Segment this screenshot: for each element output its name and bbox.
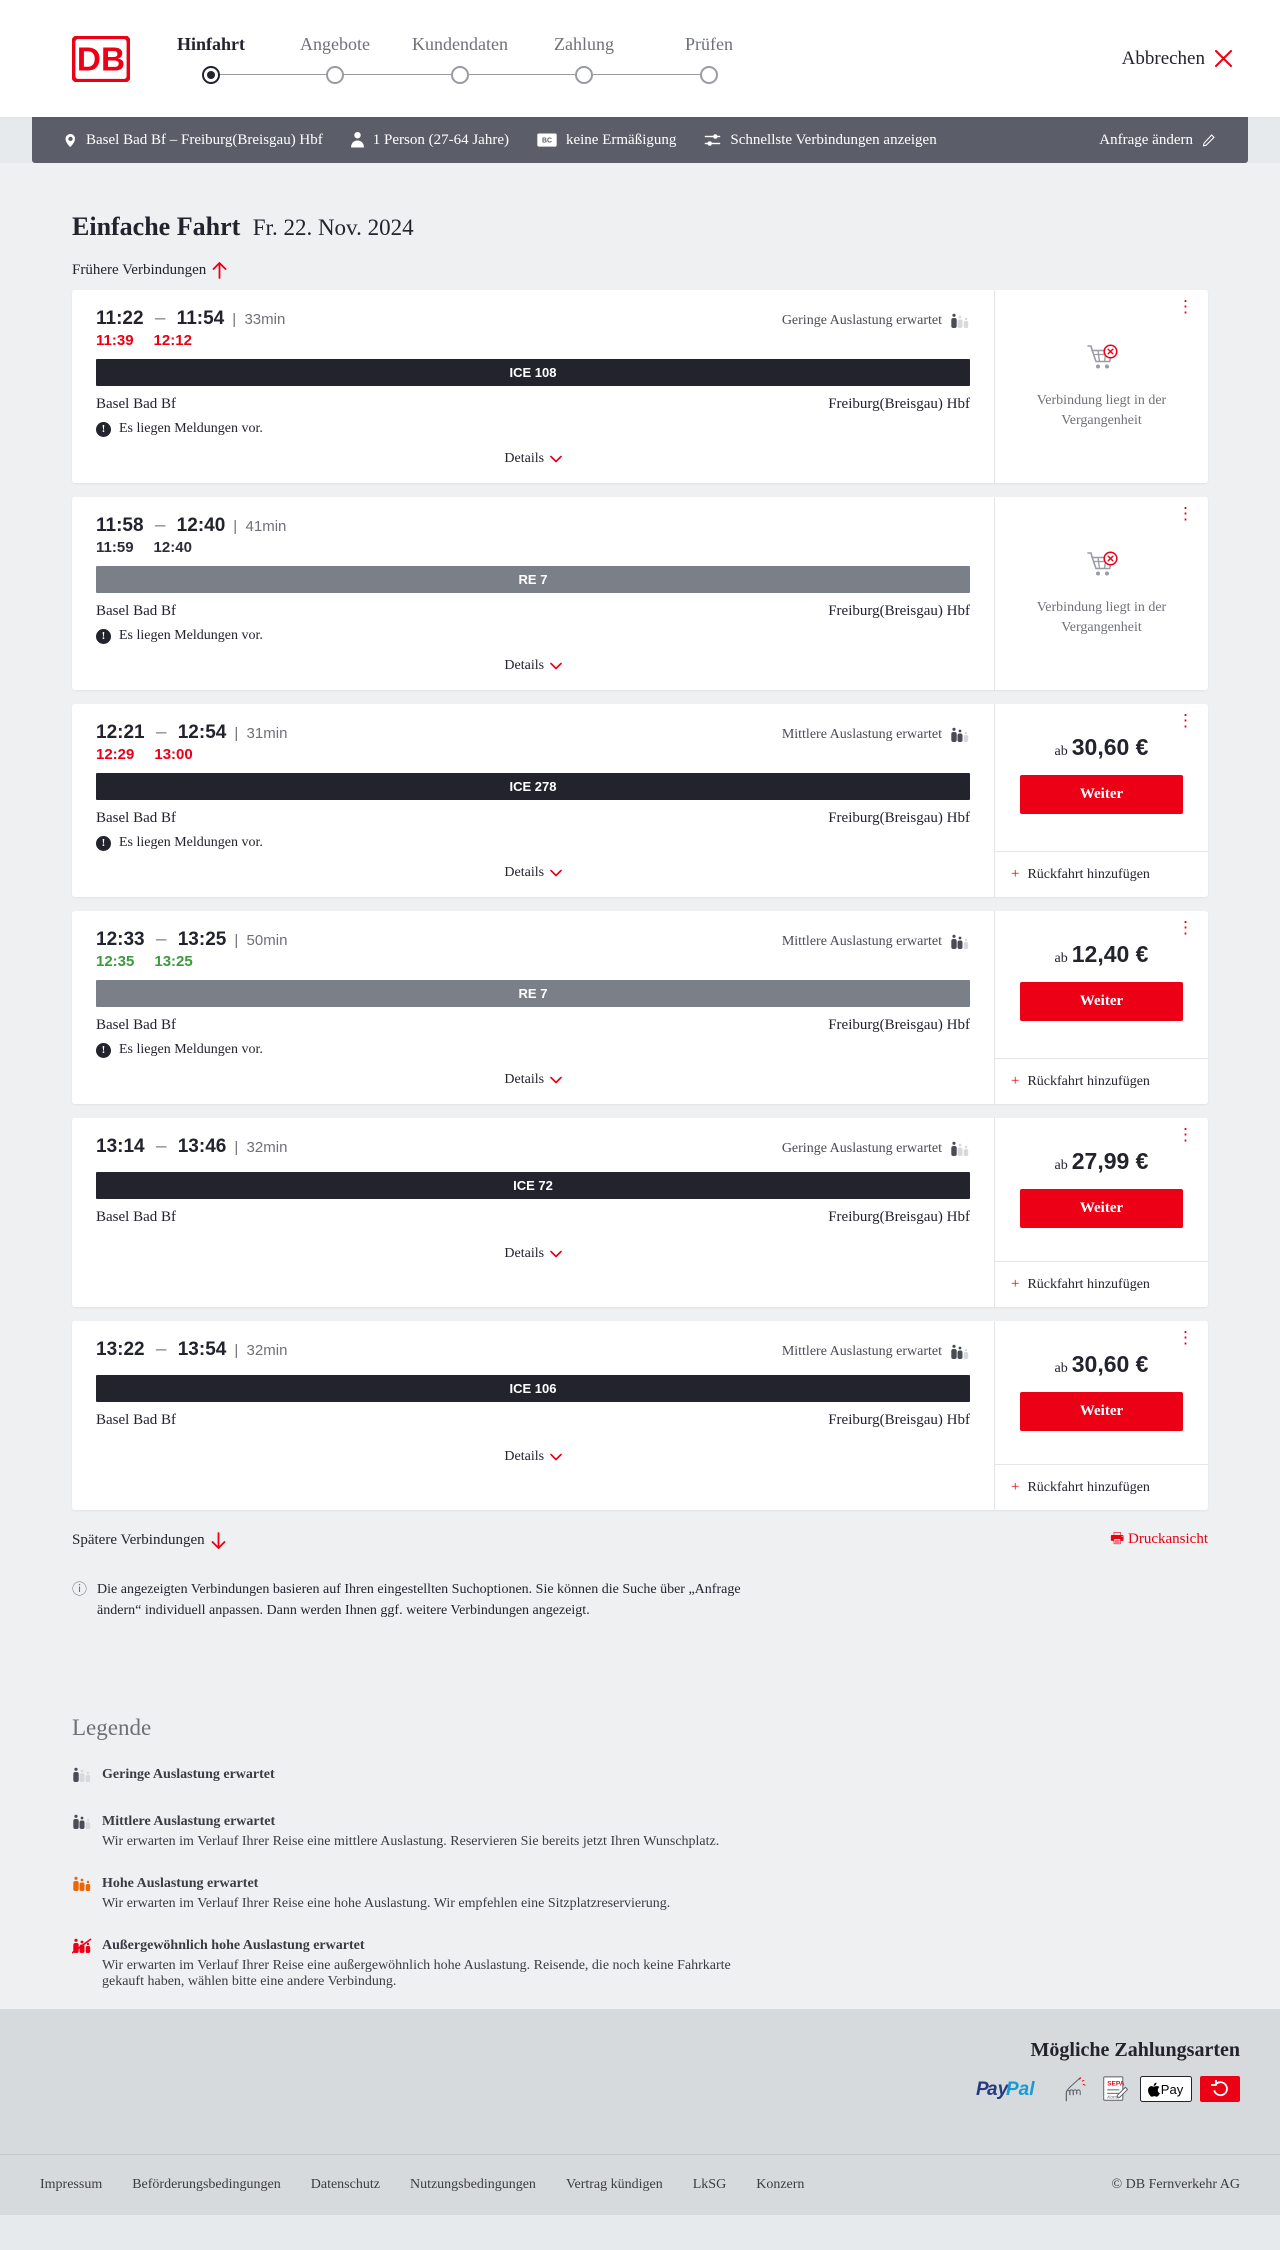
svg-text:Pal: Pal — [1006, 2079, 1035, 2100]
svg-text:BC: BC — [542, 138, 552, 145]
svg-text:Pay: Pay — [1161, 2082, 1184, 2097]
svg-text:SEPA: SEPA — [1107, 2081, 1125, 2088]
svg-text:DB: DB — [77, 41, 125, 78]
